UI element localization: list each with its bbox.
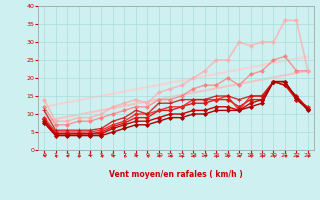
X-axis label: Vent moyen/en rafales ( km/h ): Vent moyen/en rafales ( km/h )	[109, 170, 243, 179]
